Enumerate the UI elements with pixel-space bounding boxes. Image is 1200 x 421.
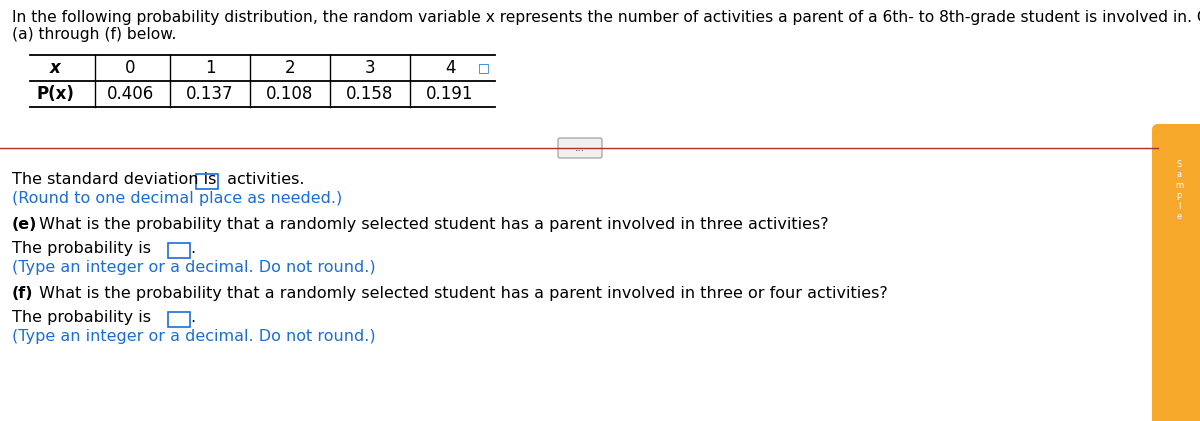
Text: The standard deviation is: The standard deviation is (12, 172, 222, 187)
Text: 0.158: 0.158 (347, 85, 394, 103)
Text: ...: ... (575, 143, 586, 153)
FancyBboxPatch shape (558, 138, 602, 158)
FancyBboxPatch shape (1152, 124, 1200, 421)
Text: 0.406: 0.406 (107, 85, 154, 103)
Text: What is the probability that a randomly selected student has a parent involved i: What is the probability that a randomly … (34, 217, 829, 232)
Text: 3: 3 (365, 59, 376, 77)
Text: In the following probability distribution, the random variable x represents the : In the following probability distributio… (12, 10, 1200, 25)
Text: 1: 1 (205, 59, 215, 77)
Text: 2: 2 (284, 59, 295, 77)
Text: 0.191: 0.191 (426, 85, 474, 103)
Text: (Round to one decimal place as needed.): (Round to one decimal place as needed.) (12, 191, 342, 206)
Text: P(x): P(x) (36, 85, 74, 103)
Text: (Type an integer or a decimal. Do not round.): (Type an integer or a decimal. Do not ro… (12, 329, 376, 344)
FancyBboxPatch shape (168, 243, 190, 258)
Text: (a) through (f) below.: (a) through (f) below. (12, 27, 176, 42)
Text: The probability is: The probability is (12, 310, 156, 325)
Text: S
a
m
p
l
e: S a m p l e (1175, 160, 1183, 221)
Text: 0: 0 (125, 59, 136, 77)
Text: .: . (190, 310, 196, 325)
Text: (Type an integer or a decimal. Do not round.): (Type an integer or a decimal. Do not ro… (12, 260, 376, 275)
Text: activities.: activities. (222, 172, 305, 187)
Text: The probability is: The probability is (12, 241, 156, 256)
Text: What is the probability that a randomly selected student has a parent involved i: What is the probability that a randomly … (34, 286, 888, 301)
Text: 0.137: 0.137 (186, 85, 234, 103)
Text: .: . (190, 241, 196, 256)
Text: (e): (e) (12, 217, 37, 232)
FancyBboxPatch shape (168, 312, 190, 327)
Text: (f): (f) (12, 286, 34, 301)
Text: 0.108: 0.108 (266, 85, 313, 103)
Text: □: □ (478, 61, 490, 75)
Text: 4: 4 (445, 59, 455, 77)
FancyBboxPatch shape (196, 174, 218, 189)
Text: x: x (49, 59, 60, 77)
